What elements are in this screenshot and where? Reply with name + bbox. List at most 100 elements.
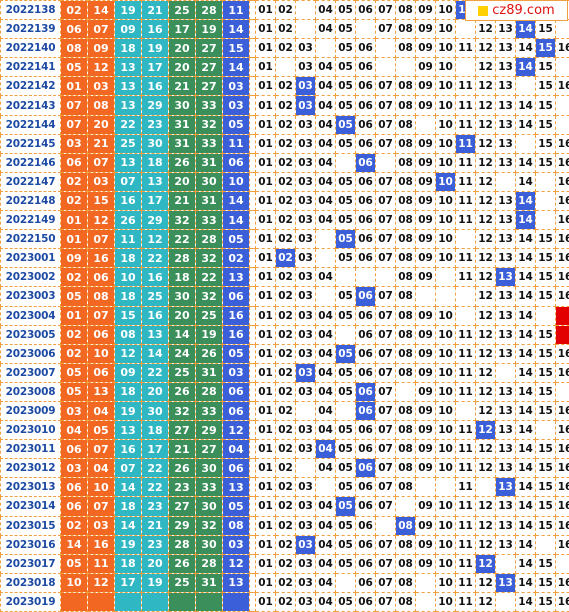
blue-trend-cell: 07 [375,229,396,250]
blue-trend-cell: 02 [275,553,296,574]
blue-trend-cell: 09 [415,210,436,231]
blue-ball-cell: 03 [222,534,250,555]
red-ball-cell: 11 [114,229,142,250]
red-ball-cell: 12 [114,343,142,364]
blue-trend-cell: 09 [415,57,436,78]
period-cell: 2022149 [0,210,61,231]
blue-trend-cell: 02 [275,152,296,173]
red-ball-cell: 06 [60,439,88,460]
blue-trend-cell: 10 [435,362,456,383]
red-ball-cell: 04 [60,420,88,441]
blue-trend-cell: 11 [455,534,476,555]
red-ball-cell: 14 [60,534,88,555]
blue-trend-cell: 07 [375,439,396,460]
red-ball-cell: 04 [87,458,115,479]
blue-trend-cell: 01 [255,76,276,97]
blue-trend-cell: 05 [335,229,356,250]
red-ball-cell: 29 [168,515,196,536]
blue-trend-cell: 08 [395,76,416,97]
table-row: 2023012 03 04 07 22 26 30 06 01 02 04 05 06 07 08 09 10 1… [0,458,569,479]
blue-trend-cell: 10 [435,171,456,192]
blue-trend-cell: 06 [355,362,376,383]
blue-trend-cell: 08 [395,477,416,498]
red-ball-cell: 13 [114,57,142,78]
blue-trend-cell: 10 [435,248,456,269]
blue-trend-cell: 08 [395,133,416,154]
blue-trend-cell: 06 [355,76,376,97]
blue-trend-cell [415,572,436,593]
red-ball-cell: 05 [60,553,88,574]
blue-trend-cell: 01 [255,534,276,555]
blue-trend-cell [335,572,356,593]
red-ball-cell: 18 [114,248,142,269]
table-row: 2023003 05 08 18 25 30 32 06 01 02 03 05 06 07 08 12 13 1… [0,286,569,307]
red-ball-cell: 23 [168,477,196,498]
blue-trend-cell: 03 [295,114,316,135]
site-logo[interactable]: cz89.com [465,0,568,21]
blue-trend-cell: 14 [515,591,536,612]
blue-trend-cell [415,477,436,498]
blue-trend-cell: 02 [275,420,296,441]
blue-trend-cell: 01 [255,133,276,154]
blue-trend-cell: 06 [355,381,376,402]
blue-ball-cell: 16 [222,305,250,326]
blue-trend-cell: 02 [275,305,296,326]
blue-trend-cell: 12 [475,267,496,288]
blue-trend-cell: 14 [515,190,536,212]
blue-trend-cell: 14 [515,305,536,326]
blue-trend-cell: 01 [255,210,276,231]
blue-trend-cell: 07 [375,286,396,307]
blue-trend-cell: 15 [535,286,556,307]
blue-trend-cell [555,553,569,574]
blue-trend-cell: 02 [275,133,296,154]
red-ball-cell: 30 [195,534,223,555]
blue-trend-cell: 09 [415,95,436,116]
blue-trend-cell: 11 [455,515,476,536]
red-ball-cell: 31 [195,152,223,173]
table-row: 2023014 06 07 18 23 27 30 05 01 02 03 04 05 06 07 09 10 1… [0,496,569,517]
blue-trend-cell: 01 [255,267,276,288]
blue-trend-cell [495,171,516,192]
red-ball-cell: 06 [60,152,88,173]
blue-trend-cell: 12 [475,324,496,345]
blue-trend-cell: 08 [395,171,416,192]
red-ball-cell: 03 [60,133,88,154]
blue-trend-cell: 15 [535,19,556,40]
red-ball-cell: 14 [114,515,142,536]
blue-trend-cell: 04 [315,171,336,192]
blue-trend-cell: 12 [475,95,496,116]
red-ball-cell: 05 [60,286,88,307]
red-ball-cell: 13 [114,95,142,116]
red-ball-cell: 27 [168,496,196,517]
red-ball-cell: 19 [114,534,142,555]
blue-trend-cell: 03 [295,477,316,498]
blue-trend-cell: 05 [335,171,356,192]
blue-trend-cell: 12 [475,515,496,536]
blue-trend-cell [535,534,556,555]
blue-trend-cell: 12 [475,114,496,135]
blue-trend-cell: 16 [555,400,569,422]
blue-trend-cell: 10 [435,57,456,78]
period-cell: 2023014 [0,496,61,517]
red-ball-cell: 06 [60,477,88,498]
blue-trend-cell: 12 [475,439,496,460]
blue-trend-cell: 02 [275,286,296,307]
blue-trend-cell: 15 [535,591,556,612]
red-ball-cell: 28 [195,0,223,21]
blue-trend-cell: 13 [495,267,516,288]
blue-trend-cell: 14 [515,343,536,364]
blue-trend-cell: 03 [295,248,316,269]
blue-trend-cell [555,305,569,326]
blue-trend-cell: 01 [255,229,276,250]
period-cell: 2022139 [0,19,61,40]
blue-trend-cell: 06 [355,515,376,536]
blue-trend-cell: 14 [515,19,536,40]
red-ball-cell: 25 [114,133,142,154]
red-ball-cell: 05 [60,362,88,383]
table-row: 2022149 01 12 26 29 32 33 14 01 02 03 04 05 06 07 08 09 1… [0,210,569,231]
blue-trend-cell: 06 [355,286,376,307]
blue-ball-cell: 15 [222,38,250,59]
blue-trend-cell: 08 [395,190,416,212]
red-ball-cell: 07 [60,95,88,116]
table-row: 2022150 01 07 11 12 22 28 05 01 02 03 05 06 07 08 09 10 1… [0,229,569,250]
